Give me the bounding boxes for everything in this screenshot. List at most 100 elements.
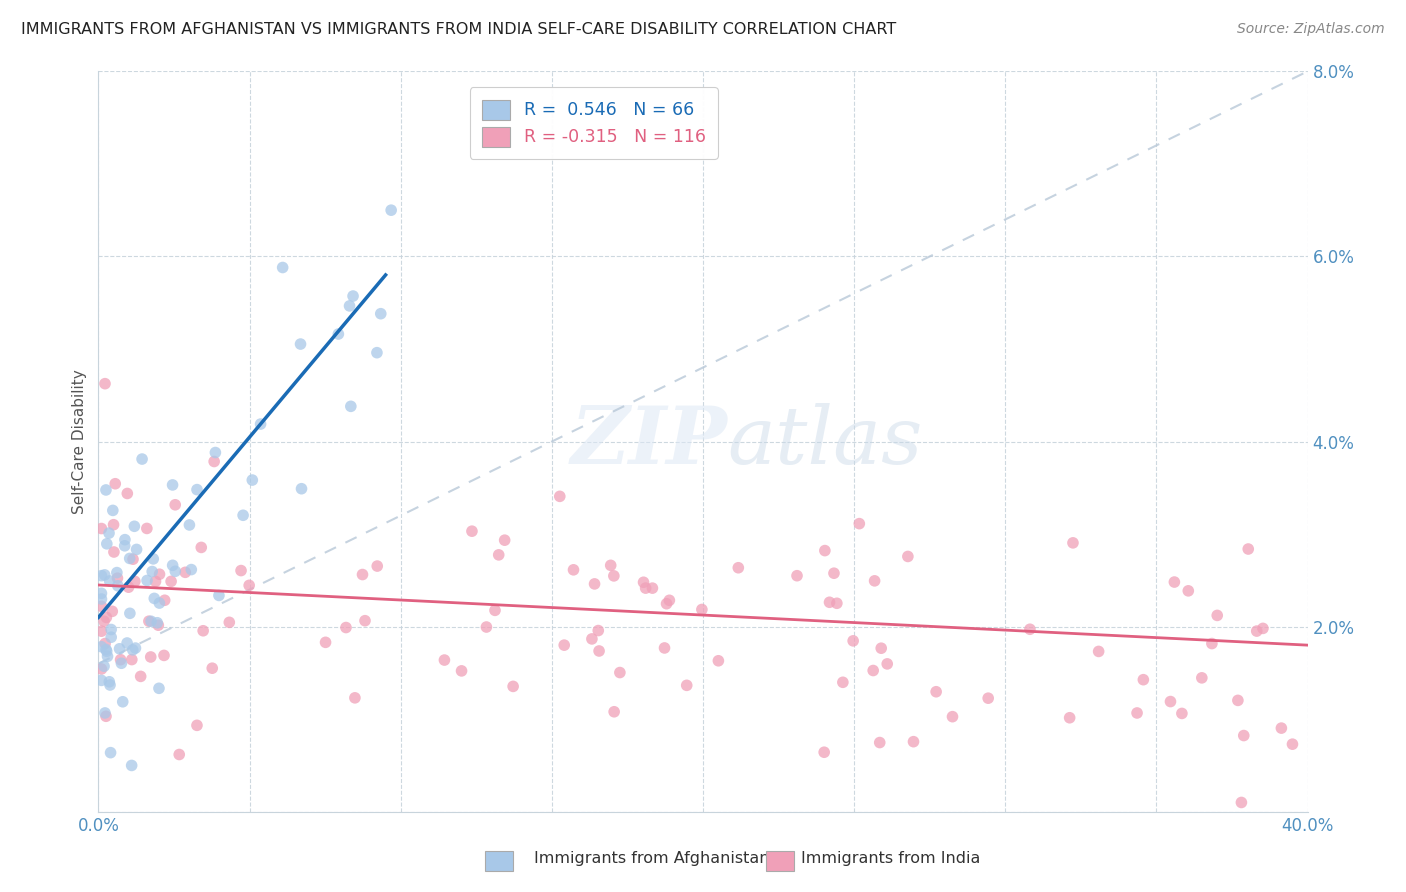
Point [107, 579, 129, 593]
Point [315, 635, 337, 649]
Point [114, 533, 136, 547]
Point [370, 307, 392, 321]
Point [190, 541, 212, 555]
Point [823, 566, 845, 581]
Point [118, 551, 141, 566]
Point [380, 203, 402, 218]
Point [90, 586, 112, 600]
Point [831, 675, 853, 690]
Y-axis label: Self-Care Disability: Self-Care Disability [72, 369, 87, 514]
Point [484, 603, 506, 617]
Point [96, 610, 118, 624]
Point [240, 473, 263, 487]
Point [848, 516, 870, 531]
Point [1132, 673, 1154, 687]
Point [118, 607, 141, 621]
Point [121, 758, 143, 772]
Text: Source: ZipAtlas.com: Source: ZipAtlas.com [1237, 22, 1385, 37]
Text: Immigrants from Afghanistan: Immigrants from Afghanistan [534, 851, 769, 865]
Point [232, 508, 254, 523]
Point [153, 648, 176, 663]
Point [108, 641, 131, 656]
Point [94, 706, 117, 720]
Point [90, 640, 112, 654]
Point [366, 345, 388, 359]
Point [98, 674, 121, 689]
Point [655, 597, 678, 611]
Point [588, 644, 610, 658]
Point [148, 567, 170, 582]
Point [100, 630, 122, 644]
Point [153, 593, 176, 607]
Point [727, 560, 749, 574]
Point [218, 615, 240, 630]
Point [93, 614, 115, 628]
Point [1177, 583, 1199, 598]
Point [897, 549, 920, 564]
Point [124, 519, 146, 533]
Point [553, 638, 575, 652]
Point [135, 521, 157, 535]
Point [814, 543, 837, 558]
Point [818, 595, 841, 609]
Legend: R =  0.546   N = 66, R = -0.315   N = 116: R = 0.546 N = 66, R = -0.315 N = 116 [470, 87, 718, 159]
Point [139, 614, 162, 628]
Point [148, 618, 170, 632]
Point [96, 649, 118, 664]
Text: ZIP: ZIP [571, 403, 727, 480]
Point [167, 747, 190, 762]
Point [186, 483, 208, 497]
Point [121, 652, 143, 666]
Point [165, 498, 187, 512]
Point [690, 602, 713, 616]
Point [786, 568, 808, 582]
Point [131, 452, 153, 467]
Point [609, 665, 631, 680]
Point [641, 581, 664, 595]
Point [1237, 541, 1260, 556]
Point [98, 678, 121, 692]
Point [110, 657, 132, 671]
Point [139, 650, 162, 665]
Point [977, 691, 1000, 706]
Point [117, 486, 139, 500]
Point [90, 673, 112, 688]
Point [145, 574, 167, 589]
Point [352, 567, 374, 582]
Point [96, 537, 118, 551]
Point [93, 567, 115, 582]
Point [90, 662, 112, 676]
Point [100, 746, 122, 760]
Point [208, 589, 231, 603]
Point [343, 690, 366, 705]
Point [90, 592, 112, 607]
Point [925, 684, 948, 698]
Point [94, 376, 117, 391]
Point [229, 564, 252, 578]
Point [825, 596, 848, 610]
Point [588, 624, 610, 638]
Point [328, 326, 350, 341]
Text: atlas: atlas [727, 403, 922, 480]
Point [1281, 737, 1303, 751]
Point [1206, 608, 1229, 623]
Point [124, 641, 146, 656]
Point [90, 522, 112, 536]
Point [1059, 711, 1081, 725]
Point [121, 643, 143, 657]
Point [94, 642, 117, 657]
Point [603, 705, 626, 719]
Point [174, 566, 197, 580]
Point [1191, 671, 1213, 685]
Point [1251, 621, 1274, 635]
Point [98, 526, 121, 541]
Point [98, 574, 121, 588]
Point [842, 633, 865, 648]
Point [129, 669, 152, 683]
Point [494, 533, 516, 548]
Point [148, 596, 170, 610]
Point [340, 400, 363, 414]
Point [101, 604, 124, 618]
Point [1159, 695, 1181, 709]
Point [162, 478, 184, 492]
